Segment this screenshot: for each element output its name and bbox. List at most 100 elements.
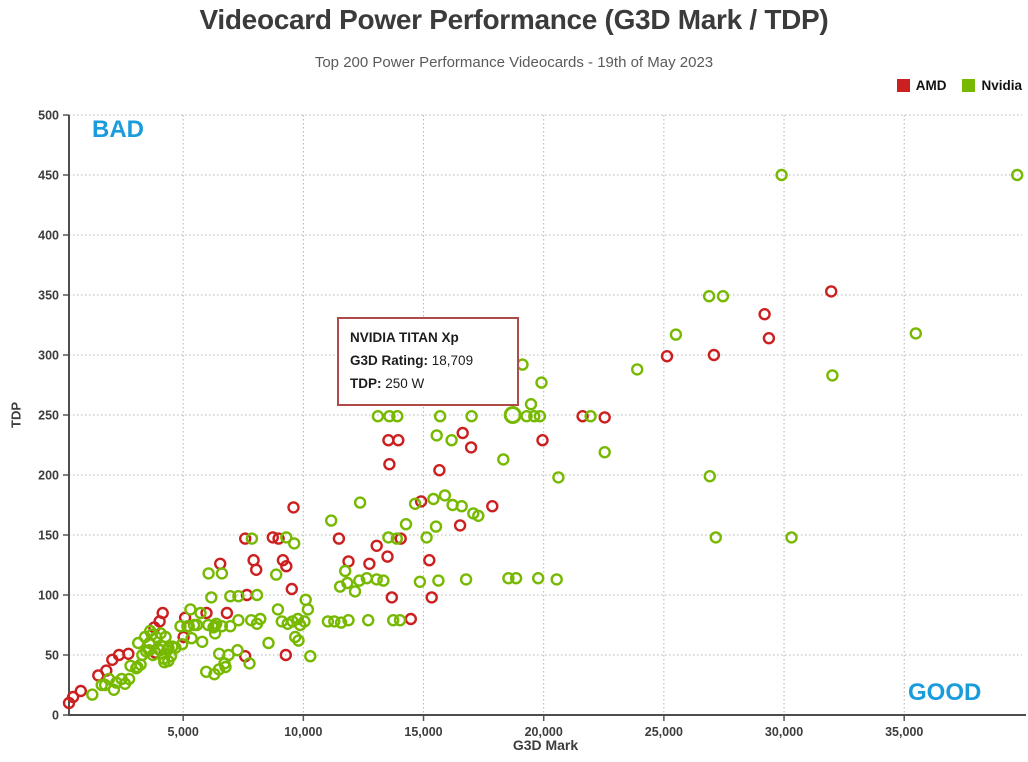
data-point[interactable]	[716, 290, 730, 303]
data-point[interactable]	[383, 458, 396, 471]
data-point[interactable]	[238, 532, 252, 545]
data-point[interactable]	[304, 650, 317, 663]
data-point[interactable]	[107, 683, 121, 696]
data-point[interactable]	[509, 572, 523, 585]
data-point[interactable]	[371, 410, 385, 423]
data-point[interactable]	[285, 582, 298, 596]
data-point[interactable]	[287, 501, 300, 514]
data-point[interactable]	[370, 539, 383, 552]
data-point[interactable]	[390, 532, 403, 545]
data-point[interactable]	[408, 497, 422, 510]
data-point[interactable]	[250, 563, 263, 576]
data-point[interactable]	[341, 576, 354, 590]
data-point[interactable]	[576, 410, 589, 423]
data-point[interactable]	[533, 410, 547, 423]
data-point[interactable]	[232, 614, 245, 627]
data-point[interactable]	[175, 638, 189, 651]
data-point[interactable]	[702, 290, 716, 303]
data-point[interactable]	[414, 495, 428, 508]
data-point[interactable]	[200, 606, 213, 620]
data-point[interactable]	[342, 614, 355, 627]
data-point[interactable]	[535, 376, 548, 389]
data-point[interactable]	[456, 426, 469, 440]
data-point[interactable]	[370, 573, 383, 586]
data-point[interactable]	[276, 554, 290, 567]
data-point[interactable]	[413, 575, 427, 588]
data-point[interactable]	[707, 348, 721, 362]
data-point[interactable]	[280, 531, 293, 544]
data-point[interactable]	[231, 644, 244, 657]
data-point[interactable]	[182, 620, 195, 633]
data-point[interactable]	[348, 585, 362, 598]
data-point[interactable]	[250, 588, 264, 602]
data-point[interactable]	[177, 630, 190, 644]
data-point[interactable]	[709, 531, 722, 544]
data-point[interactable]	[194, 606, 207, 620]
data-point[interactable]	[393, 614, 407, 627]
data-point[interactable]	[423, 554, 436, 567]
data-point[interactable]	[325, 514, 338, 527]
data-point[interactable]	[497, 453, 510, 466]
data-point[interactable]	[220, 606, 234, 620]
data-point[interactable]	[584, 410, 597, 423]
data-point[interactable]	[279, 648, 292, 662]
data-point[interactable]	[455, 500, 468, 513]
data-point[interactable]	[205, 591, 218, 604]
data-point[interactable]	[598, 411, 611, 424]
data-point[interactable]	[472, 509, 485, 522]
data-point[interactable]	[232, 590, 245, 603]
data-point[interactable]	[199, 665, 213, 678]
data-point[interactable]	[433, 464, 446, 477]
data-point[interactable]	[266, 531, 279, 544]
data-point[interactable]	[156, 606, 169, 620]
data-point[interactable]	[459, 573, 473, 586]
data-point[interactable]	[826, 369, 839, 382]
data-point[interactable]	[299, 593, 312, 606]
data-point[interactable]	[321, 615, 335, 628]
data-point[interactable]	[552, 471, 565, 484]
data-point[interactable]	[550, 573, 563, 586]
data-point[interactable]	[391, 410, 404, 423]
data-point[interactable]	[825, 285, 838, 298]
data-point[interactable]	[174, 620, 187, 633]
data-point[interactable]	[213, 557, 227, 570]
data-point[interactable]	[381, 550, 394, 563]
data-point[interactable]	[86, 688, 99, 701]
data-point[interactable]	[502, 572, 515, 585]
data-point[interactable]	[432, 574, 445, 587]
data-point[interactable]	[420, 531, 433, 544]
data-point[interactable]	[254, 612, 267, 626]
data-point[interactable]	[520, 410, 533, 423]
data-point[interactable]	[190, 618, 204, 632]
data-point-highlighted[interactable]	[503, 406, 522, 424]
data-point[interactable]	[669, 328, 683, 341]
data-point[interactable]	[465, 410, 478, 423]
data-point[interactable]	[785, 531, 798, 544]
data-point[interactable]	[262, 636, 275, 650]
data-point[interactable]	[392, 434, 405, 447]
data-point[interactable]	[215, 567, 229, 580]
data-point[interactable]	[430, 429, 443, 442]
data-point[interactable]	[122, 647, 135, 660]
data-point[interactable]	[382, 531, 395, 544]
data-point[interactable]	[270, 568, 283, 581]
data-point[interactable]	[598, 446, 611, 459]
data-point[interactable]	[328, 615, 341, 628]
data-point[interactable]	[909, 327, 922, 340]
data-point[interactable]	[339, 564, 352, 578]
data-point[interactable]	[362, 614, 375, 627]
data-point[interactable]	[377, 574, 390, 587]
data-point[interactable]	[215, 620, 229, 633]
data-point[interactable]	[334, 616, 348, 629]
data-point[interactable]	[536, 434, 549, 447]
data-point[interactable]	[353, 574, 366, 587]
data-point[interactable]	[464, 441, 478, 454]
legend-item-amd[interactable]: AMD	[896, 78, 946, 93]
data-point[interactable]	[383, 410, 396, 423]
data-point[interactable]	[404, 612, 417, 626]
data-point[interactable]	[184, 603, 197, 616]
data-point[interactable]	[433, 410, 447, 423]
legend-item-nvidia[interactable]: Nvidia	[962, 78, 1022, 93]
data-point[interactable]	[387, 614, 400, 627]
data-point[interactable]	[703, 470, 716, 483]
